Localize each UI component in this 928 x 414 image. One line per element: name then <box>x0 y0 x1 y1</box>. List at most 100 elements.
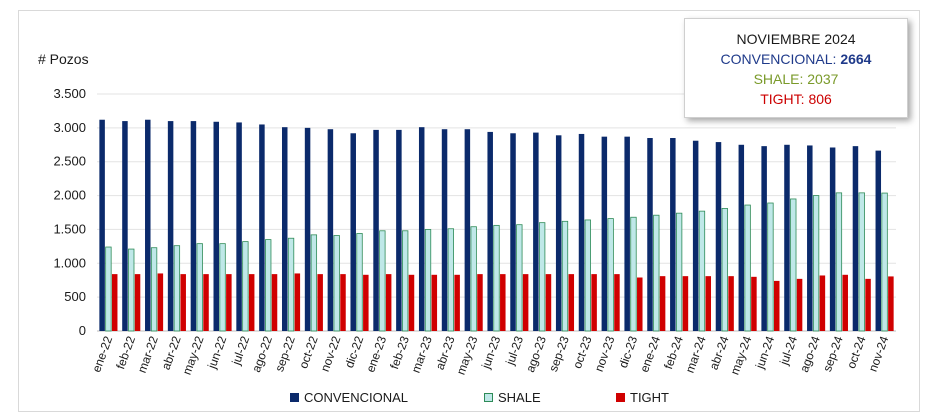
y-tick-labels: 0 500 1.000 1.500 2.000 2.500 3.000 3.500 <box>53 86 86 338</box>
bar-shale <box>539 222 546 332</box>
bar-tight <box>865 278 871 331</box>
summary-callout: NOVIEMBRE 2024 CONVENCIONAL: 2664 SHALE:… <box>684 18 908 118</box>
bar-shale <box>835 192 843 332</box>
legend-item-shale: SHALE <box>484 390 541 405</box>
x-tick-label: nov-22 <box>318 334 344 374</box>
x-tick-label: feb-23 <box>387 334 412 371</box>
bar-shale <box>630 216 637 332</box>
bar-shale <box>561 220 569 332</box>
legend-label-shale: SHALE <box>498 390 541 405</box>
y-tick-label: 0 <box>79 323 86 338</box>
x-tick-label: may-23 <box>454 334 481 377</box>
bar-convencional <box>829 147 836 331</box>
bar-tight <box>340 274 346 331</box>
bar-convencional <box>624 136 630 331</box>
bar-tight <box>591 274 597 331</box>
bar-shale <box>447 228 454 332</box>
bar-convencional <box>487 131 493 331</box>
bar-tight <box>271 274 278 331</box>
bar-shale <box>219 243 226 332</box>
callout-convencional: CONVENCIONAL: 2664 <box>685 49 907 69</box>
y-axis-label: # Pozos <box>38 51 89 67</box>
bar-shale <box>858 192 865 332</box>
bar-convencional <box>601 136 608 331</box>
bar-tight <box>842 274 848 331</box>
bar-tight <box>705 276 712 331</box>
bar-convencional <box>533 132 539 331</box>
bar-shale <box>607 218 614 332</box>
bar-tight <box>728 276 734 331</box>
bar-convencional <box>167 121 174 331</box>
x-tick-label: ene-22 <box>89 334 115 374</box>
bar-tight <box>431 274 438 331</box>
bar-convencional <box>715 142 722 331</box>
x-tick-label: jul-24 <box>777 334 801 368</box>
bar-tight <box>226 274 232 331</box>
bar-convencional <box>761 146 767 331</box>
legend-swatch-tight <box>616 393 625 402</box>
x-tick-label: mar-23 <box>409 334 435 375</box>
bar-convencional <box>236 122 242 331</box>
x-tick-label: may-22 <box>180 334 207 377</box>
bar-tight <box>111 274 118 331</box>
x-tick-label: may-24 <box>728 334 755 377</box>
bar-shale <box>150 247 158 332</box>
x-tick-label: feb-24 <box>661 334 686 371</box>
bar-tight <box>294 273 301 331</box>
bar-tight <box>317 274 323 331</box>
callout-tight-value: 806 <box>808 91 832 107</box>
x-tick-label: ago-24 <box>797 334 823 374</box>
bar-shale <box>721 208 728 332</box>
x-tick-label: ago-23 <box>523 334 549 374</box>
x-tick-label: oct-24 <box>844 334 869 370</box>
callout-tight-label: TIGHT: <box>760 91 809 107</box>
x-tick-label: mar-22 <box>135 334 161 375</box>
y-tick-label: 2.500 <box>53 154 86 169</box>
bar-convencional <box>670 138 676 331</box>
legend-label-tight: TIGHT <box>630 390 669 405</box>
bar-tight <box>888 276 894 331</box>
bar-convencional <box>327 129 334 331</box>
bar-convencional <box>418 127 425 332</box>
x-tick-label: jun-24 <box>752 334 777 371</box>
x-tick-label: nov-23 <box>592 334 618 374</box>
x-tick-label: sep-22 <box>272 334 298 374</box>
bar-tight <box>545 274 552 331</box>
y-tick-label: 1.000 <box>53 255 86 270</box>
legend-item-convencional: CONVENCIONAL <box>290 390 408 405</box>
bar-tight <box>522 274 529 331</box>
bar-tight <box>659 276 666 331</box>
bar-tight <box>682 276 689 331</box>
bar-convencional <box>190 121 197 331</box>
bar-shale <box>265 239 272 332</box>
bar-convencional <box>692 140 699 331</box>
bar-tight <box>637 277 643 331</box>
bar-shale <box>424 229 432 332</box>
bar-convencional <box>350 133 356 331</box>
bar-shale <box>310 234 318 332</box>
x-tick-label: oct-22 <box>296 334 321 370</box>
bar-shale <box>287 237 295 332</box>
y-tick-label: 1.500 <box>53 221 86 236</box>
bar-shale <box>173 245 181 332</box>
bar-shale <box>493 224 500 332</box>
bar-tight <box>408 274 415 331</box>
bar-convencional <box>441 129 448 331</box>
bar-tight <box>363 274 369 331</box>
x-tick-label: jul-22 <box>229 334 253 368</box>
bar-tight <box>454 274 460 331</box>
bar-shale <box>128 248 135 332</box>
x-tick-label: sep-24 <box>820 334 846 374</box>
bar-tight <box>773 280 780 331</box>
x-tick-label: abr-24 <box>707 334 732 372</box>
callout-tight: TIGHT: 806 <box>685 89 907 109</box>
bar-convencional <box>555 135 562 331</box>
bar-shale <box>105 246 112 332</box>
x-tick-label: dic-23 <box>616 334 640 370</box>
bars <box>99 119 894 332</box>
bar-convencional <box>510 133 516 331</box>
bar-tight <box>134 274 141 331</box>
bar-shale <box>470 226 477 332</box>
legend-label-convencional: CONVENCIONAL <box>304 390 409 405</box>
